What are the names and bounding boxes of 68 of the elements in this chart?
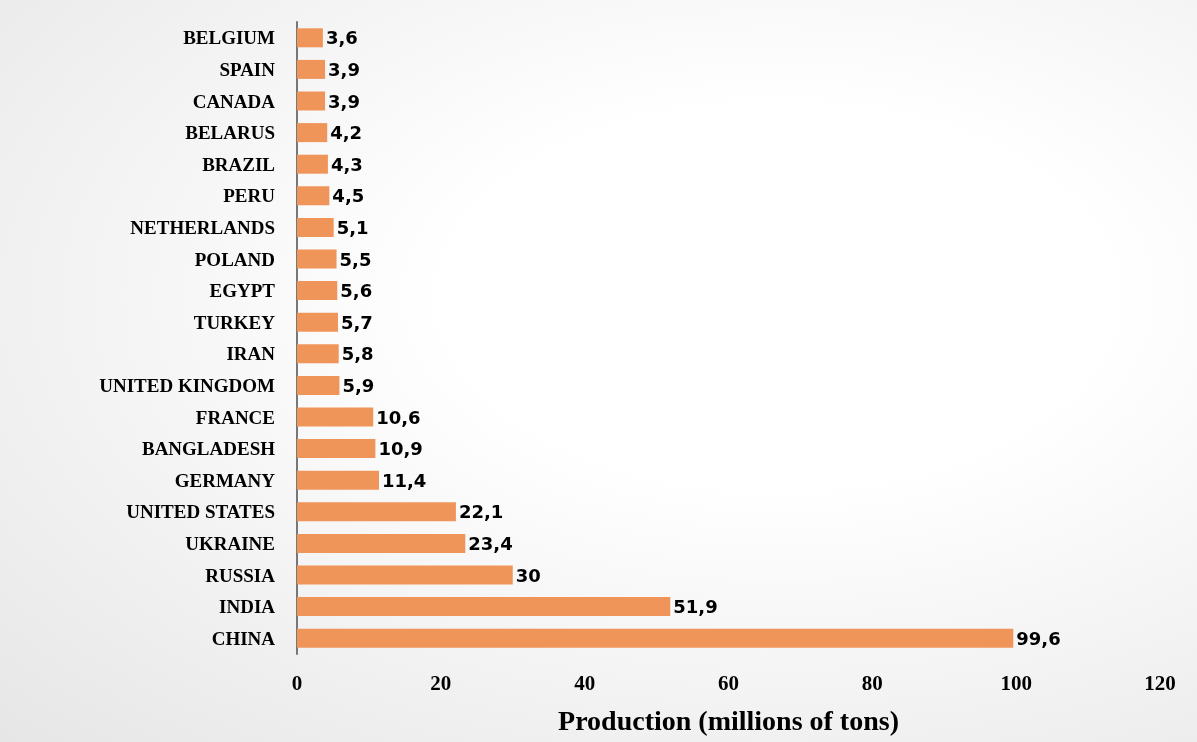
bar: [297, 439, 376, 459]
bar: [297, 375, 340, 395]
bar: [297, 28, 323, 48]
data-label: 5,6: [340, 280, 373, 302]
bar: [297, 312, 338, 332]
y-tick-label: UKRAINE: [185, 532, 275, 554]
x-axis-title: Production (millions of tons): [558, 704, 899, 736]
y-tick-label: BELGIUM: [183, 27, 276, 49]
data-label: 4,5: [332, 185, 365, 207]
bar: [297, 186, 330, 206]
data-label: 99,6: [1016, 627, 1061, 649]
y-tick-label: CHINA: [211, 627, 276, 649]
x-tick-label: 0: [291, 670, 303, 695]
y-tick-label: SPAIN: [219, 58, 276, 80]
y-tick-label: BELARUS: [185, 122, 275, 144]
y-tick-label: IRAN: [226, 343, 276, 365]
data-label: 3,9: [328, 58, 360, 80]
y-tick-label: CANADA: [192, 90, 276, 112]
bar: [297, 344, 339, 364]
x-tick-label: 60: [718, 670, 739, 695]
bar: [297, 628, 1014, 648]
bar: [297, 154, 328, 174]
data-label: 23,4: [468, 532, 513, 554]
y-tick-label: BANGLADESH: [141, 438, 276, 460]
data-label: 11,4: [381, 469, 427, 491]
data-label: 22,1: [458, 501, 504, 523]
data-label: 4,2: [330, 122, 363, 144]
bar: [297, 59, 326, 79]
y-tick-label: POLAND: [194, 248, 275, 270]
data-label: 30: [515, 564, 541, 586]
data-label: 3,9: [328, 90, 360, 112]
bar: [297, 597, 671, 617]
y-tick-label: PERU: [223, 185, 276, 207]
y-tick-label: RUSSIA: [205, 564, 276, 586]
data-label: 51,9: [673, 596, 718, 618]
x-tick-label: 100: [1000, 670, 1032, 695]
bar: [297, 123, 328, 143]
data-label: 5,5: [339, 248, 372, 270]
x-tick-label: 120: [1144, 670, 1176, 695]
bar: [297, 470, 379, 490]
bar: [297, 407, 374, 427]
y-tick-label: UNITED KINGDOM: [99, 374, 276, 396]
y-tick-label: INDIA: [219, 596, 276, 618]
bar: [297, 502, 456, 522]
y-tick-label: NETHERLANDS: [130, 216, 275, 238]
bar: [297, 249, 337, 269]
bar: [297, 217, 334, 237]
bar: [297, 565, 513, 585]
y-tick-label: FRANCE: [195, 406, 275, 428]
y-tick-label: UNITED STATES: [126, 501, 275, 523]
y-tick-label: TURKEY: [193, 311, 276, 333]
data-label: 4,3: [330, 153, 363, 175]
bar: [297, 533, 466, 553]
y-tick-label: GERMANY: [174, 469, 276, 491]
data-label: 5,1: [336, 216, 369, 238]
x-tick-label: 80: [861, 670, 883, 695]
data-label: 5,9: [342, 374, 375, 396]
data-label: 5,7: [340, 311, 373, 333]
y-tick-label: EGYPT: [209, 280, 276, 302]
x-tick-label: 20: [430, 670, 452, 695]
data-label: 5,8: [341, 343, 374, 365]
bar: [297, 281, 338, 301]
x-tick-label: 40: [574, 670, 596, 695]
bar: [297, 91, 326, 111]
data-label: 10,6: [376, 406, 421, 428]
y-tick-label: BRAZIL: [202, 153, 275, 175]
data-label: 10,9: [378, 438, 423, 460]
data-label: 3,6: [325, 27, 358, 49]
